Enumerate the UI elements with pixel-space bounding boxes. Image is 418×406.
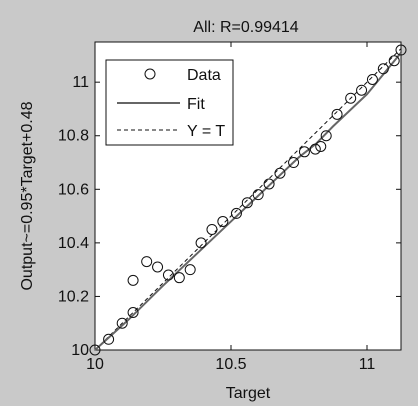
data-point [252, 189, 264, 201]
data-point [315, 140, 327, 152]
data-point [366, 73, 378, 85]
data-point [377, 63, 389, 75]
data-point [298, 146, 310, 158]
legend-label-fit: Fit [187, 96, 205, 113]
data-point [206, 223, 218, 235]
data-point [141, 256, 153, 268]
data-point [152, 261, 164, 273]
x-tick-label: 10.5 [215, 356, 246, 373]
data-point [274, 167, 286, 179]
x-tick-label: 11 [359, 356, 376, 373]
data-point [89, 344, 101, 356]
y-tick-label: 10.2 [58, 288, 89, 305]
x-tick-label: 10 [86, 356, 104, 373]
data-point [345, 92, 357, 104]
data-point [173, 272, 185, 284]
legend-label-data: Data [187, 67, 221, 84]
data-point [127, 274, 139, 286]
data-point [395, 44, 407, 56]
data-point [103, 333, 115, 345]
data-point [309, 143, 321, 155]
data-point [288, 157, 300, 169]
data-point [241, 197, 253, 209]
y-tick-label: 10 [71, 342, 89, 359]
plot-title: All: R=0.99414 [193, 19, 299, 36]
data-point [217, 215, 229, 227]
y-tick-label: 10.6 [58, 181, 89, 198]
data-point [195, 237, 207, 249]
fit-line [94, 52, 402, 351]
data-point [263, 178, 275, 190]
y-tick-label: 11 [72, 74, 89, 91]
legend-data-marker [144, 68, 156, 80]
tick-labels: 10 10.5 11 10 10.2 10.4 10.6 10.8 11 [58, 74, 376, 373]
data-point [162, 269, 174, 281]
identity-line [94, 48, 402, 351]
tick-marks [94, 42, 401, 351]
y-tick-label: 10.4 [58, 235, 89, 252]
data-point [230, 207, 242, 219]
legend-label-identity: Y = T [187, 123, 225, 140]
data-point [331, 108, 343, 120]
data-point [356, 84, 368, 96]
data-point [116, 317, 128, 329]
y-tick-label: 10.8 [58, 128, 89, 145]
series-layer [89, 44, 407, 356]
data-point [184, 264, 196, 276]
x-axis-title: Target [226, 385, 271, 402]
data-point [388, 55, 400, 67]
data-point [127, 307, 139, 319]
legend: Data Fit Y = T [105, 59, 234, 146]
y-axis-title: Output~=0.95*Target+0.48 [19, 101, 36, 290]
data-point [320, 130, 332, 142]
